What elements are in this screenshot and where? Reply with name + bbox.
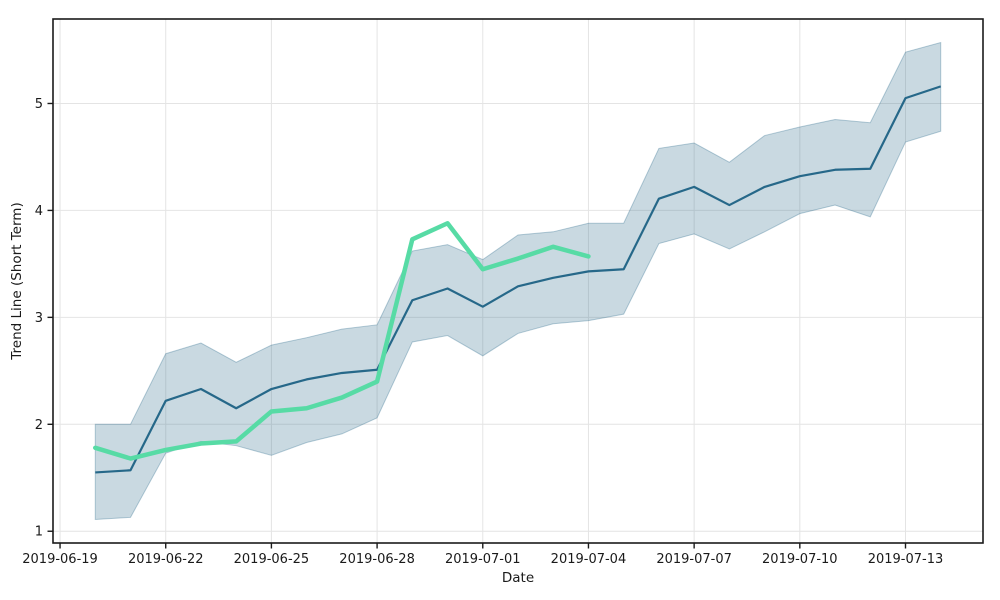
plot-box: [52, 18, 984, 544]
x-tick-label: 2019-06-28: [339, 552, 415, 567]
grid-layer: [53, 19, 983, 543]
axis-layer: 2019-06-19 2019-06-22 2019-06-25 2019-06-28…: [22, 18, 984, 567]
y-tick-label: 5: [35, 97, 43, 112]
x-tick-label: 2019-06-25: [234, 552, 310, 567]
x-tick-label: 2019-07-13: [868, 552, 944, 567]
x-axis-label: Date: [502, 570, 534, 586]
line-layer: [93, 85, 942, 474]
y-axis-label: Trend Line (Short Term): [9, 202, 25, 360]
x-tick-label: 2019-07-04: [551, 552, 627, 567]
y-tick-label: 4: [35, 204, 43, 219]
short-term-line: [93, 221, 591, 461]
x-tick-label: 2019-06-22: [128, 552, 204, 567]
x-tick-label: 2019-07-10: [762, 552, 838, 567]
trend-line: [95, 85, 942, 474]
y-tick-label: 2: [35, 418, 43, 433]
x-tick-label: 2019-07-01: [445, 552, 521, 567]
confidence-band: [94, 41, 942, 521]
y-tick-label: 3: [35, 311, 43, 326]
confidence-band-layer: [94, 41, 942, 521]
y-tick-label: 1: [35, 525, 43, 540]
x-tick-label: 2019-07-07: [656, 552, 732, 567]
x-tick-label: 2019-06-19: [22, 552, 98, 567]
